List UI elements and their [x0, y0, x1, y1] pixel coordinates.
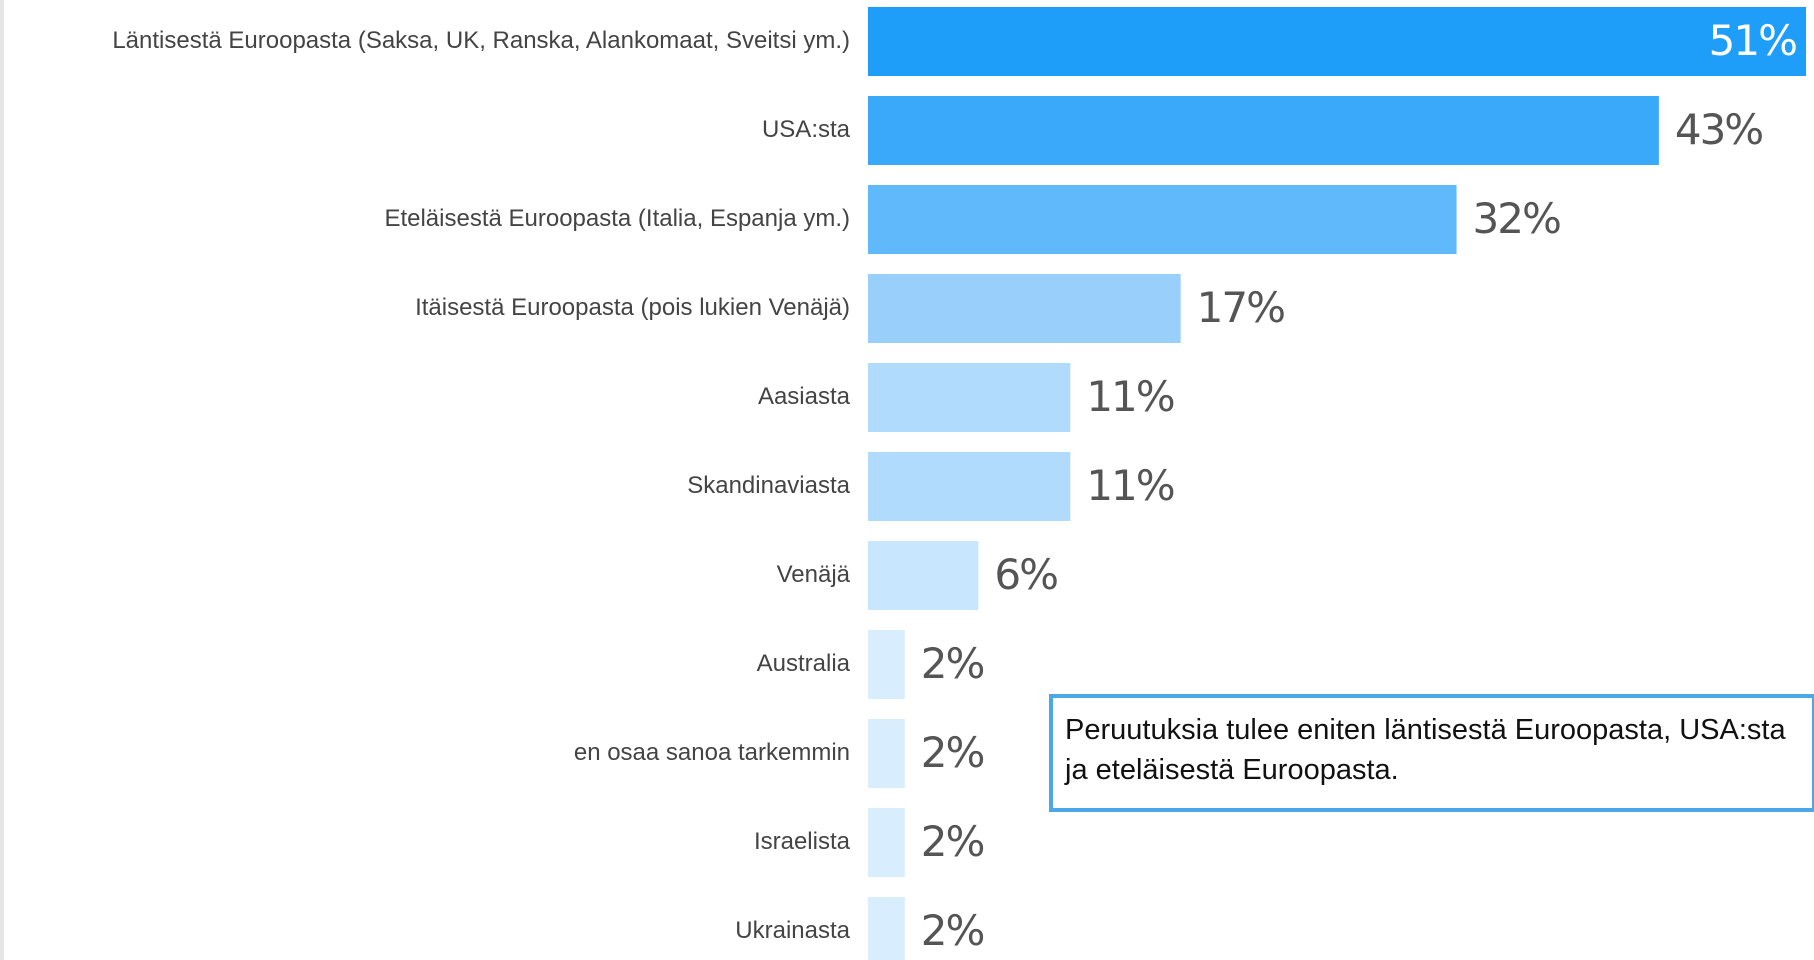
category-label: Eteläisestä Euroopasta (Italia, Espanja …: [384, 205, 850, 232]
category-label: Australia: [757, 650, 851, 677]
value-label: 6%: [994, 550, 1057, 599]
category-label: Skandinaviasta: [687, 472, 850, 499]
bar: [868, 541, 979, 610]
bar: [868, 719, 905, 788]
value-label: 43%: [1675, 105, 1762, 154]
category-label: en osaa sanoa tarkemmin: [574, 739, 850, 766]
value-label: 51%: [1709, 16, 1796, 65]
category-label: Israelista: [754, 828, 851, 855]
value-label: 32%: [1473, 194, 1560, 243]
category-label: Itäisestä Euroopasta (pois lukien Venäjä…: [415, 294, 850, 321]
category-label: Ukrainasta: [735, 917, 850, 944]
category-label: USA:sta: [762, 116, 851, 143]
bar: [868, 363, 1071, 432]
value-label: 2%: [921, 728, 984, 777]
value-label: 2%: [921, 906, 984, 955]
bar: [868, 808, 905, 877]
value-label: 11%: [1086, 372, 1173, 421]
bar: [868, 96, 1659, 165]
value-label: 11%: [1086, 461, 1173, 510]
category-label: Läntisestä Euroopasta (Saksa, UK, Ranska…: [112, 27, 850, 54]
bar: [868, 452, 1071, 521]
value-label: 2%: [921, 817, 984, 866]
bar: [868, 897, 905, 960]
value-label: 17%: [1197, 283, 1284, 332]
value-label: 2%: [921, 639, 984, 688]
annotation: Peruutuksia tulee eniten läntisestä Euro…: [1049, 694, 1814, 812]
category-label: Venäjä: [777, 561, 851, 588]
bar: [868, 630, 905, 699]
category-label: Aasiasta: [758, 383, 851, 410]
bar: [868, 7, 1806, 76]
bar: [868, 274, 1181, 343]
left-border: [0, 0, 4, 960]
bar: [868, 185, 1457, 254]
